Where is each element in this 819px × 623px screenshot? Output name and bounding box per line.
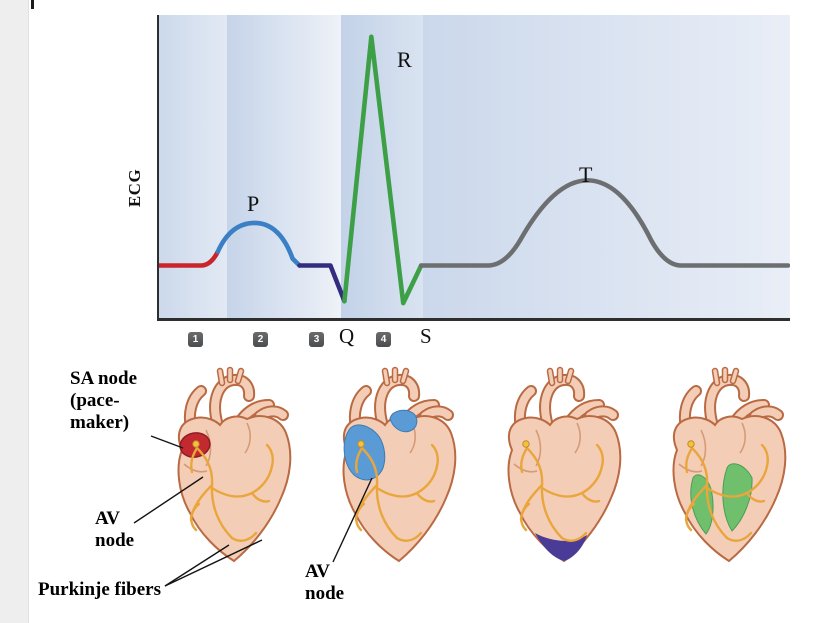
s-wave-label: S [420, 324, 432, 348]
p-wave-label: P [247, 191, 260, 216]
p-wave-segment [215, 220, 302, 268]
sa-node-leader-line [150, 435, 184, 449]
sa-node-label: SA node (pace- maker) [70, 368, 137, 434]
label-leader-lines [133, 435, 373, 587]
heart-stage-4 [674, 370, 786, 561]
ecg-waveform [159, 34, 790, 306]
ventricle-highlight [722, 463, 753, 532]
stage-badge-3: 3 [309, 332, 324, 347]
sa-baseline-segment [159, 249, 221, 268]
purkinje-leader-line [164, 544, 230, 587]
av-node-label: AV node [95, 508, 134, 552]
heart-stage-3 [509, 370, 621, 561]
av-node-leader-line [133, 476, 204, 524]
sa-node-label-line: maker) [70, 411, 130, 433]
pq-segment [297, 263, 347, 304]
stage-badge-1: 1 [188, 332, 203, 347]
stage-badge-2: 2 [253, 332, 268, 347]
av-node-label-2: AV node [305, 561, 344, 605]
r-wave-label: R [397, 47, 412, 72]
av-node-label-line: node [305, 582, 345, 604]
stage-badge-4: 4 [376, 332, 391, 347]
ecg-chart: P R T [157, 15, 790, 321]
av-node-label-line: AV [95, 508, 120, 529]
atria-highlight [389, 409, 418, 433]
stage-band-4 [341, 15, 423, 318]
av-node-2-leader-line [332, 477, 373, 563]
q-wave-label: Q [339, 324, 355, 348]
qrs-complex-segment [342, 34, 424, 306]
slide-edge-strip [0, 0, 29, 623]
purkinje-fibers-label: Purkinje fibers [38, 579, 161, 600]
heart-stage-2 [344, 370, 456, 561]
stage-band-2 [227, 15, 299, 318]
purkinje-leader-line [164, 539, 263, 587]
sa-node-label-line: SA node [70, 368, 138, 389]
t-wave-segment [418, 178, 790, 268]
av-node-label-line: AV [305, 561, 330, 582]
corner-mark [31, 0, 34, 9]
av-node-label-line: node [95, 529, 135, 551]
heart-stage-1 [178, 370, 290, 561]
sa-node-label-line: (pace- [70, 389, 120, 411]
t-wave-label: T [579, 162, 593, 187]
